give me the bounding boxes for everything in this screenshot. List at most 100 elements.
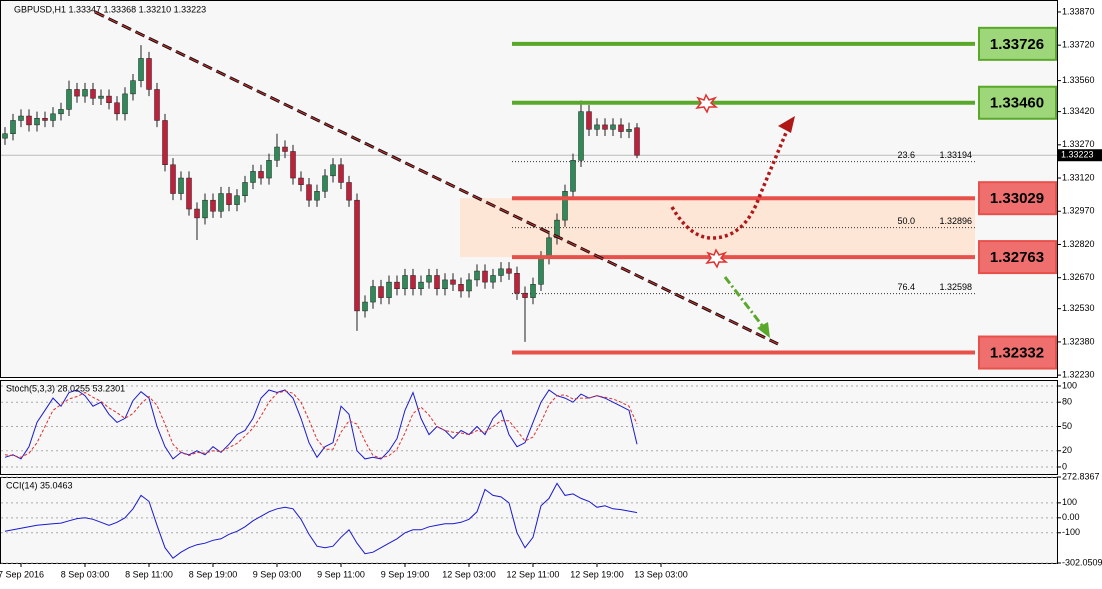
candle-body — [634, 127, 640, 156]
candle-body — [2, 133, 8, 139]
candle-body — [114, 102, 120, 115]
candle-body — [578, 111, 584, 161]
y-tick-label: 1.33870 — [1062, 6, 1095, 16]
candle-body — [474, 270, 480, 281]
candle-body — [562, 191, 568, 221]
candle-body — [594, 124, 600, 130]
candle-body — [450, 279, 456, 285]
level-label: 1.32763 — [990, 249, 1044, 266]
candle-body — [98, 95, 104, 99]
candle-body — [410, 275, 416, 290]
indicator-line — [4, 482, 638, 559]
stoch-panel — [0, 380, 1058, 475]
candle-body — [386, 281, 392, 298]
level-label: 1.32332 — [990, 345, 1044, 362]
fib-ratio: 50.0 — [897, 216, 915, 226]
indicator-line — [4, 389, 638, 460]
candle-body — [458, 284, 464, 292]
fib-ratio: 76.4 — [897, 282, 915, 292]
candle-body — [282, 146, 288, 152]
level-label: 1.33029 — [990, 190, 1044, 207]
candle-body — [618, 124, 624, 132]
candle-body — [402, 275, 408, 290]
scenario-up — [670, 127, 790, 240]
x-tick-label: 9 Sep 03:00 — [253, 569, 302, 579]
y-tick-label: 100 — [1062, 380, 1077, 390]
y-tick-label: 0 — [1062, 461, 1067, 471]
candle-body — [274, 146, 280, 161]
level-box — [978, 181, 1057, 216]
cci-panel — [0, 477, 1058, 564]
y-tick-label: 1.32530 — [1062, 303, 1095, 313]
candle-body — [178, 177, 184, 194]
candle-body — [610, 124, 616, 130]
current-price-box — [1058, 149, 1102, 162]
candle-body — [354, 199, 360, 312]
candle-body — [34, 117, 40, 126]
zone — [460, 198, 975, 258]
candle-body — [50, 113, 56, 121]
candle-body — [162, 120, 168, 166]
candle-body — [18, 115, 24, 121]
candle-body — [42, 117, 48, 121]
touch-marker — [695, 93, 719, 114]
candle-body — [90, 89, 96, 99]
x-tick-label: 12 Sep 19:00 — [570, 569, 624, 579]
candle-body — [586, 111, 592, 130]
candle-body — [626, 129, 632, 132]
y-tick-label: -100 — [1062, 527, 1080, 537]
candle-body — [130, 80, 136, 95]
candle-body — [290, 151, 296, 179]
y-tick-label: 1.32820 — [1062, 239, 1095, 249]
x-tick-label: 8 Sep 03:00 — [61, 569, 110, 579]
x-tick-label: 7 Sep 2016 — [0, 569, 44, 579]
candle-body — [434, 275, 440, 290]
candle-body — [370, 286, 376, 303]
y-tick-label: 1.33270 — [1062, 139, 1095, 149]
candle-body — [418, 281, 424, 290]
candle-body — [106, 95, 112, 103]
trend-line-inner — [94, 11, 779, 345]
candle-body — [10, 120, 16, 135]
x-tick-label: 13 Sep 03:00 — [634, 569, 688, 579]
level-box — [978, 85, 1057, 120]
candle-body — [546, 237, 552, 259]
candle-body — [66, 89, 72, 110]
x-tick-label: 8 Sep 19:00 — [189, 569, 238, 579]
y-tick-label: 1.33560 — [1062, 75, 1095, 85]
candle-body — [242, 182, 248, 197]
candle-body — [602, 124, 608, 130]
candle-body — [426, 275, 432, 283]
y-tick-label: 0.00 — [1062, 512, 1080, 522]
y-tick-label: -302.0509 — [1062, 557, 1102, 567]
candle-body — [74, 89, 80, 97]
candle-body — [306, 184, 312, 201]
candle-body — [346, 182, 352, 201]
x-tick-label: 12 Sep 03:00 — [442, 569, 496, 579]
candle-body — [234, 195, 240, 205]
candle-body — [338, 164, 344, 183]
candle-body — [186, 177, 192, 210]
candle-body — [218, 193, 224, 212]
candle-body — [250, 171, 256, 183]
candle-body — [330, 164, 336, 177]
candle-body — [210, 199, 216, 212]
fib-price: 1.32598 — [939, 282, 972, 292]
candle-body — [538, 257, 544, 285]
main-panel — [0, 0, 1058, 378]
candle-body — [258, 171, 264, 179]
candle-body — [314, 191, 320, 201]
x-tick-label: 9 Sep 11:00 — [317, 569, 365, 579]
level-box — [978, 26, 1057, 61]
y-tick-label: 1.33420 — [1062, 106, 1095, 116]
candle-body — [146, 58, 152, 90]
current-price-label: 1.33223 — [1061, 150, 1094, 160]
level-label: 1.33726 — [990, 36, 1044, 53]
y-tick-label: 100 — [1062, 497, 1077, 507]
candle-body — [266, 160, 272, 179]
scenario-down — [723, 276, 766, 329]
candle-body — [498, 268, 504, 276]
candle-body — [82, 89, 88, 97]
touch-marker — [705, 248, 729, 269]
